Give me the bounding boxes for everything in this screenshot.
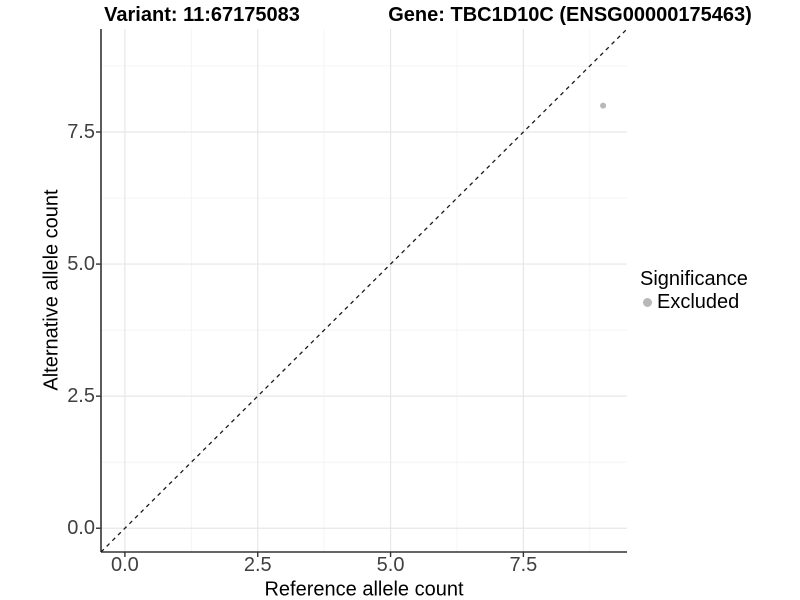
y-tick-label: 7.5: [67, 121, 95, 143]
x-axis-title: Reference allele count: [264, 578, 464, 600]
plot-title-gene: Gene: TBC1D10C (ENSG00000175463): [388, 4, 752, 26]
x-tick-label: 7.5: [509, 554, 538, 576]
y-tick-label: 2.5: [67, 385, 95, 408]
legend-entry-excluded: Excluded: [637, 291, 748, 313]
x-tick-label: 0.0: [111, 554, 139, 576]
data-point-excluded: [600, 102, 607, 109]
legend-key-dot-icon: [643, 297, 652, 307]
x-tick-label: 2.5: [243, 554, 272, 576]
x-tick-label: 5.0: [376, 554, 405, 576]
y-tick-label: 0.0: [67, 517, 95, 540]
y-axis-title: Alternative allele count: [40, 189, 63, 391]
identity-dashed-line: [100, 28, 628, 553]
plot-title-variant: Variant: 11:67175083: [104, 4, 300, 26]
legend: Significance Excluded: [637, 268, 748, 313]
legend-title: Significance: [640, 268, 748, 290]
legend-entry-label: Excluded: [657, 291, 740, 313]
y-tick-label: 5.0: [67, 253, 95, 276]
